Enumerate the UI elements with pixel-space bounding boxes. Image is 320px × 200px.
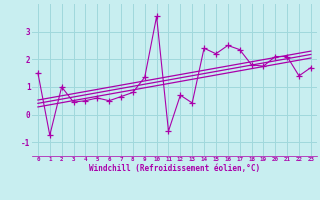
- X-axis label: Windchill (Refroidissement éolien,°C): Windchill (Refroidissement éolien,°C): [89, 164, 260, 173]
